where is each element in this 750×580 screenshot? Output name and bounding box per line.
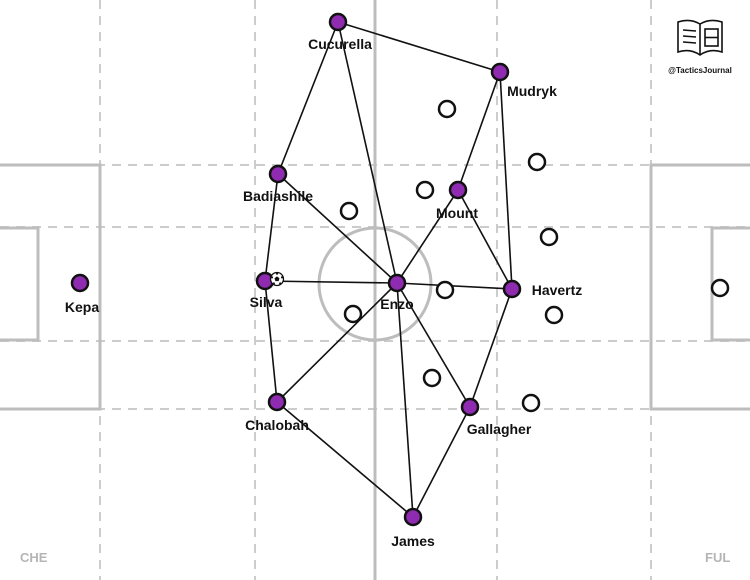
brand-handle: @TacticsJournal bbox=[668, 66, 732, 75]
opponent-marker bbox=[415, 180, 435, 200]
team-label-right: FUL bbox=[705, 550, 730, 565]
player-marker-mudryk bbox=[490, 62, 510, 82]
opponent-marker bbox=[521, 393, 541, 413]
opponents bbox=[339, 99, 730, 413]
opponent-marker bbox=[544, 305, 564, 325]
player-marker-gallagher bbox=[460, 397, 480, 417]
player-marker-mount bbox=[448, 180, 468, 200]
link-enzo-james bbox=[396, 282, 414, 518]
team-label-left: CHE bbox=[20, 550, 48, 565]
link-enzo-mount bbox=[396, 189, 459, 284]
passing-links bbox=[264, 21, 513, 518]
opponent-marker bbox=[343, 304, 363, 324]
opponent-marker bbox=[527, 152, 547, 172]
link-mount-havertz bbox=[457, 189, 513, 290]
link-silva-chalobah bbox=[264, 280, 278, 403]
player-label-havertz: Havertz bbox=[532, 282, 583, 298]
link-cucurella-mudryk bbox=[337, 21, 501, 73]
player-marker-chalobah bbox=[267, 392, 287, 412]
book-icon bbox=[677, 19, 723, 56]
link-chalobah-enzo bbox=[276, 282, 398, 403]
player-marker-james bbox=[403, 507, 423, 527]
player-marker-kepa bbox=[70, 273, 90, 293]
left-penalty-box bbox=[0, 163, 102, 411]
link-cucurella-enzo bbox=[337, 21, 398, 284]
link-mudryk-havertz bbox=[499, 71, 513, 290]
opponent-marker bbox=[435, 280, 455, 300]
player-label-mount: Mount bbox=[436, 205, 478, 221]
player-label-silva: Silva bbox=[250, 294, 283, 310]
opponent-marker bbox=[710, 278, 730, 298]
opponent-marker bbox=[339, 201, 359, 221]
player-label-james: James bbox=[391, 533, 435, 549]
player-marker-cucurella bbox=[328, 12, 348, 32]
link-gallagher-james bbox=[412, 406, 471, 518]
player-label-chalobah: Chalobah bbox=[245, 417, 309, 433]
link-chalobah-james bbox=[276, 401, 414, 518]
player-label-kepa: Kepa bbox=[65, 299, 99, 315]
link-enzo-havertz bbox=[396, 282, 513, 290]
player-label-mudryk: Mudryk bbox=[507, 83, 557, 99]
left-six-yard-box bbox=[0, 226, 40, 342]
player-marker-badiashile bbox=[268, 164, 288, 184]
opponent-marker bbox=[539, 227, 559, 247]
tactics-journal-logo: @TacticsJournal bbox=[668, 19, 732, 75]
opponent-marker bbox=[422, 368, 442, 388]
player-marker-enzo bbox=[387, 273, 407, 293]
link-mount-mudryk bbox=[457, 71, 501, 191]
ball-icon bbox=[269, 271, 285, 287]
link-enzo-gallagher bbox=[396, 282, 471, 408]
player-label-gallagher: Gallagher bbox=[467, 421, 532, 437]
player-label-cucurella: Cucurella bbox=[308, 36, 372, 52]
link-havertz-gallagher bbox=[469, 288, 513, 408]
opponent-marker bbox=[437, 99, 457, 119]
player-marker-havertz bbox=[502, 279, 522, 299]
link-silva-enzo bbox=[264, 280, 398, 284]
link-cucurella-badiashile bbox=[277, 21, 339, 175]
link-badiashile-enzo bbox=[277, 173, 398, 284]
player-label-badiashile: Badiashile bbox=[243, 188, 313, 204]
player-label-enzo: Enzo bbox=[380, 296, 413, 312]
players: Kepa Cucurella Badiashile Silva Chalobah Enzo… bbox=[65, 12, 583, 549]
link-badiashile-silva bbox=[264, 173, 279, 282]
right-penalty-box bbox=[649, 163, 750, 411]
